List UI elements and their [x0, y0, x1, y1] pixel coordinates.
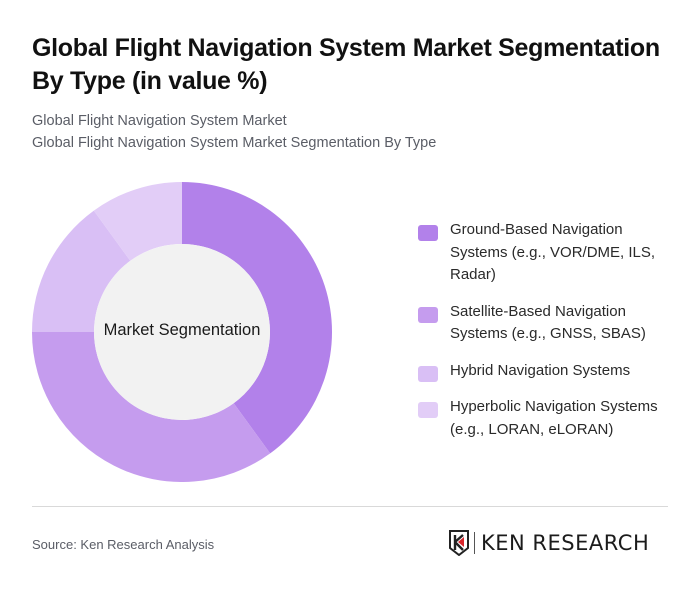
donut-segment [32, 210, 131, 332]
logo-text: KEN RESEARCH [481, 531, 650, 555]
legend-item-satellite-based: Satellite-Based Navigation Systems (e.g.… [418, 301, 688, 346]
legend-label: Hybrid Navigation Systems [450, 361, 631, 379]
legend-item-hybrid: Hybrid Navigation Systems [418, 360, 688, 383]
donut-segment [182, 182, 332, 454]
legend-item-ground-based: Ground-Based Navigation Systems (e.g., V… [418, 219, 688, 287]
donut-chart [32, 182, 332, 482]
legend-swatch [418, 402, 438, 418]
footer-divider [32, 506, 668, 507]
chart-title: Global Flight Navigation System Market S… [32, 34, 660, 95]
logo-separator [474, 532, 475, 554]
donut-hole [94, 244, 270, 420]
legend-label: Hyperbolic Navigation Systems (e.g., LOR… [450, 398, 658, 438]
source-note: Source: Ken Research Analysis [32, 537, 215, 552]
donut-segment [32, 332, 271, 482]
donut-center-label: Market Segmentation [103, 321, 261, 339]
legend-item-hyperbolic: Hyperbolic Navigation Systems (e.g., LOR… [418, 396, 688, 441]
legend-label: Satellite-Based Navigation Systems (e.g.… [450, 302, 646, 343]
ken-research-logo: KEN RESEARCH [448, 530, 649, 556]
legend-swatch [418, 225, 438, 241]
ken-shield-icon [449, 530, 469, 556]
subtitle-segmentation: Global Flight Navigation System Market S… [32, 135, 437, 151]
donut-segment [93, 182, 182, 261]
legend-swatch [418, 306, 438, 323]
legend-label: Ground-Based Navigation Systems (e.g., V… [450, 221, 656, 283]
legend-swatch [418, 365, 438, 382]
chart-legend: Ground-Based Navigation Systems (e.g., V… [418, 219, 688, 455]
subtitle-market: Global Flight Navigation System Market [32, 113, 287, 129]
